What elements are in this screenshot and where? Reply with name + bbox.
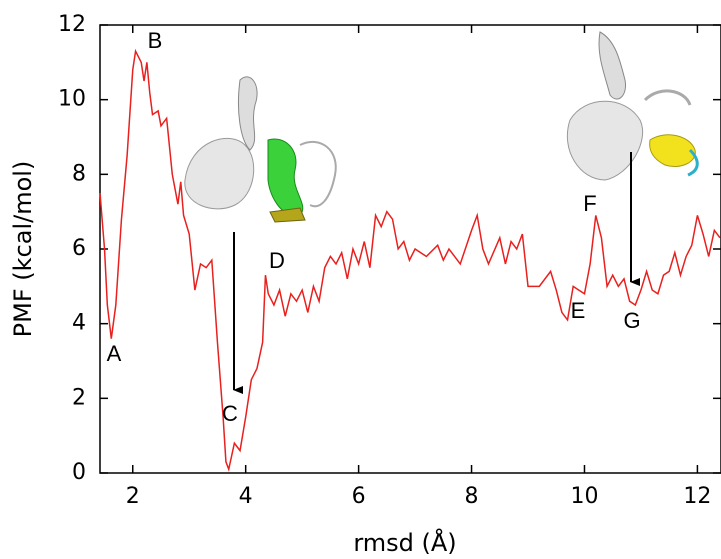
x-tick-label: 12 xyxy=(683,484,711,509)
y-tick-label: 2 xyxy=(72,385,86,410)
y-tick-label: 0 xyxy=(72,460,86,485)
annotation: C xyxy=(222,401,238,426)
x-tick-label: 4 xyxy=(239,484,253,509)
x-tick-label: 8 xyxy=(465,484,479,509)
x-axis-title: rmsd (Å) xyxy=(353,528,456,557)
y-tick-label: 8 xyxy=(72,161,86,186)
pmf-line xyxy=(99,48,721,472)
protein-image-left xyxy=(184,76,337,223)
y-tick-label: 4 xyxy=(72,311,86,336)
x-tick-label: 10 xyxy=(570,484,598,509)
annotation: D xyxy=(269,248,285,273)
y-tick-label: 6 xyxy=(72,236,86,261)
x-tick-label: 6 xyxy=(352,484,366,509)
x-tick-label: 2 xyxy=(126,484,140,509)
plot-frame xyxy=(99,24,721,474)
protein-image-right xyxy=(566,31,699,181)
annotation: B xyxy=(148,28,163,53)
annotation: G xyxy=(623,308,640,333)
y-tick-label: 12 xyxy=(58,12,86,37)
y-tick-label: 10 xyxy=(58,87,86,112)
annotation: F xyxy=(583,191,596,216)
y-axis-title: PMF (kcal/mol) xyxy=(9,161,37,338)
annotation: A xyxy=(107,341,122,366)
annotation: E xyxy=(571,298,586,323)
